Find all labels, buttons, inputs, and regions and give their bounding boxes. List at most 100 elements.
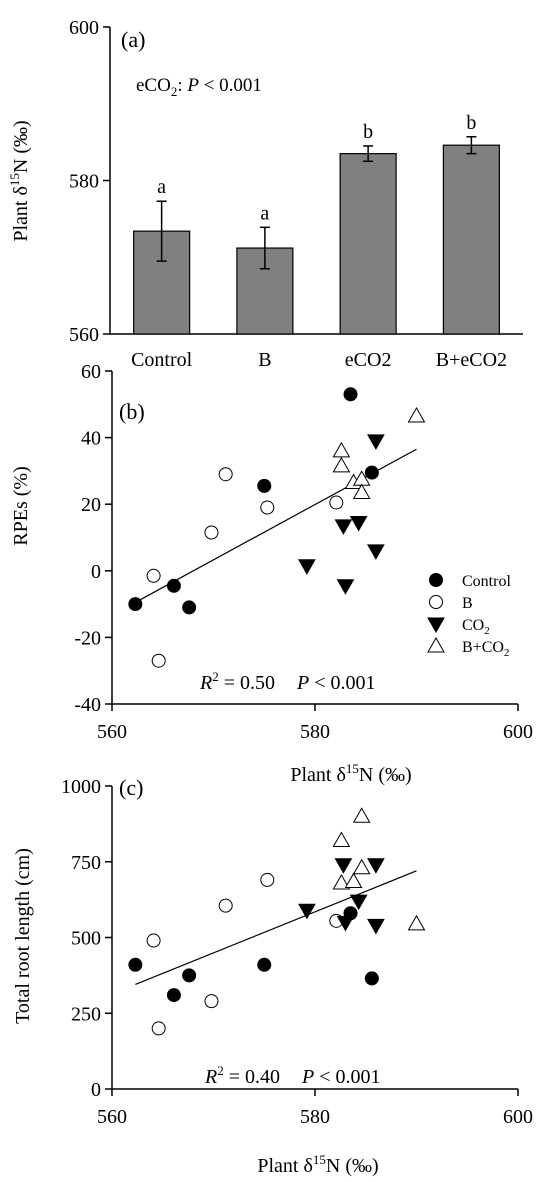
point-co2	[367, 434, 385, 450]
panel-a-label: (a)	[121, 27, 145, 52]
panel-b-y-axis-label: RPEs (%)	[10, 466, 32, 545]
point-co2	[334, 519, 353, 535]
legend-label-text: B+CO	[462, 639, 504, 656]
y-tick-label: 580	[69, 171, 99, 193]
legend-label-text: Control	[462, 573, 511, 590]
point-control	[429, 573, 443, 587]
x-tick-label: 580	[300, 1106, 330, 1128]
point-b	[260, 872, 275, 887]
legend-label: CO2	[462, 617, 490, 637]
point-b	[218, 467, 233, 482]
panel-c-x-axis-label: Plant δ15N (‰)	[257, 1152, 378, 1177]
x-tick-label: Control	[131, 349, 193, 371]
point-b	[151, 1021, 166, 1036]
point-control	[257, 957, 272, 972]
significance-letter: b	[466, 112, 476, 134]
x-tick-label: B+eCO2	[436, 349, 507, 371]
ylabel-post: N (‰)	[10, 120, 32, 173]
panel-b-points	[128, 387, 426, 668]
legend-label: B+CO2	[462, 639, 509, 659]
significance-letter: a	[260, 202, 269, 224]
y-tick-label: 250	[71, 1003, 101, 1025]
point-control	[343, 387, 358, 402]
legend-label-text: CO	[462, 617, 484, 634]
bar	[339, 153, 397, 335]
point-b	[146, 933, 161, 948]
point-b	[429, 595, 443, 609]
xlabel-sup: 15	[346, 761, 359, 776]
point-b-co2	[332, 441, 351, 458]
x-tick-label: 560	[97, 1106, 127, 1128]
point-b	[204, 994, 219, 1009]
point-b-co2	[352, 483, 371, 500]
p-label: P	[301, 1066, 314, 1088]
panel-c-points	[128, 807, 426, 1036]
panel-c-scatter: 0 250 500 750 1000 560 580 600 (c) Total root l…	[12, 775, 533, 1177]
point-b-co2	[427, 636, 445, 653]
annotation-p-value: < 0.001	[199, 75, 262, 96]
x-tick-label: eCO2	[345, 349, 392, 371]
x-tick-label: B	[258, 349, 271, 371]
xlabel-post: N (‰)	[326, 1155, 379, 1177]
panel-c-axes: 0 250 500 750 1000 560 580 600	[61, 776, 533, 1128]
y-tick-label: 0	[91, 561, 101, 583]
significance-letter: b	[363, 121, 373, 143]
annotation-colon: :	[177, 75, 187, 96]
ylabel-sup: 15	[7, 173, 22, 186]
y-tick-label: 500	[71, 928, 101, 950]
point-co2	[349, 516, 368, 532]
panel-b-label: (b)	[119, 399, 145, 424]
point-control	[182, 600, 197, 615]
point-b	[329, 495, 344, 510]
panel-b-x-axis-label: Plant δ15N (‰)	[290, 761, 411, 786]
panel-b-annotation: R2 = 0.50 P < 0.001	[199, 669, 376, 694]
y-tick-label: 40	[81, 428, 101, 450]
point-co2	[367, 858, 385, 874]
point-control	[166, 578, 181, 593]
point-b	[260, 500, 275, 515]
y-tick-label: 560	[69, 324, 99, 346]
panel-c-label: (c)	[119, 775, 143, 800]
point-control	[182, 968, 197, 983]
annotation-p: P	[186, 75, 199, 96]
point-control	[257, 478, 272, 493]
y-tick-label: 60	[81, 361, 101, 383]
y-tick-label: -20	[74, 627, 101, 649]
point-co2	[367, 918, 385, 935]
x-tick-label: 560	[97, 721, 127, 743]
p-value: < 0.001	[309, 672, 375, 694]
bar	[236, 247, 294, 335]
panel-b-axes: -40 -20 0 20 40 60 560 580 600	[74, 361, 533, 743]
panel-b-scatter: -40 -20 0 20 40 60 560 580 600 (b) RPEs (%) Plan…	[10, 361, 533, 786]
panel-c-annotation: R2 = 0.40 P < 0.001	[204, 1063, 381, 1088]
p-value: < 0.001	[314, 1066, 380, 1088]
panel-c-y-axis-label: Total root length (cm)	[12, 848, 34, 1024]
annotation-eco2: eCO	[136, 75, 171, 96]
r2-value: = 0.50	[219, 672, 275, 694]
point-b	[204, 525, 219, 540]
panel-a-bars: a Control a Bb eCO2 b B+eCO2	[131, 112, 507, 371]
panel-a-y-axis-label: Plant δ15N (‰)	[7, 120, 32, 241]
point-b	[218, 898, 233, 913]
r2-label: R	[199, 672, 212, 694]
r2-value: = 0.40	[224, 1066, 280, 1088]
regression-line	[135, 870, 417, 986]
ylabel-pre: Plant δ	[10, 186, 32, 242]
xlabel-pre: Plant δ	[290, 764, 346, 786]
r2-sup: 2	[217, 1063, 224, 1078]
x-tick-label: 600	[503, 1106, 533, 1128]
y-tick-label: 600	[69, 17, 99, 39]
point-co2	[349, 894, 368, 911]
point-control	[364, 465, 379, 480]
point-b	[146, 568, 161, 583]
xlabel-post: N (‰)	[359, 764, 412, 786]
point-control	[128, 597, 143, 612]
y-tick-label: 20	[81, 494, 101, 516]
significance-letter: a	[157, 176, 166, 198]
legend-label-text: B	[462, 595, 473, 612]
bar	[442, 144, 500, 335]
xlabel-sup: 15	[313, 1152, 326, 1167]
legend-label: Control	[462, 573, 511, 590]
